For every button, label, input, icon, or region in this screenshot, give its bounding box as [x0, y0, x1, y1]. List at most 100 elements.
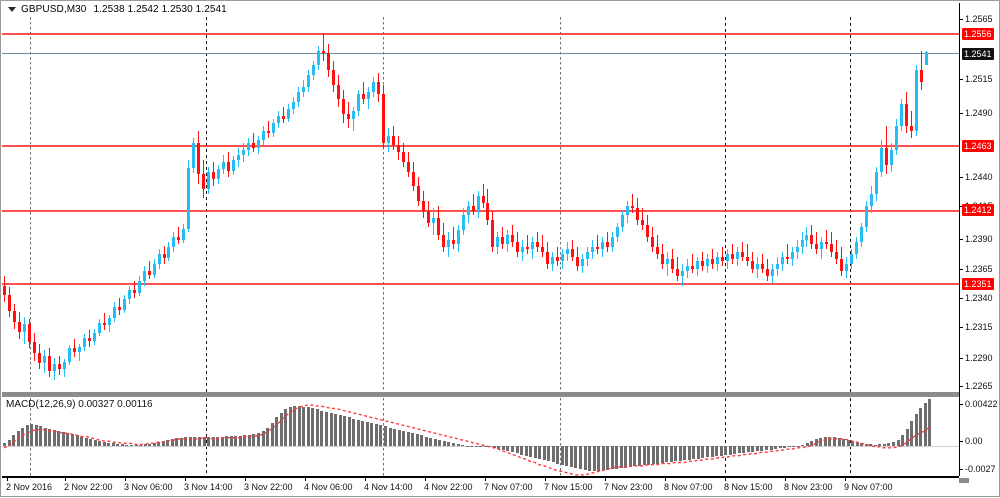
level-price-label[interactable]: 1.2412 — [962, 204, 994, 216]
macd-bar — [565, 445, 568, 466]
price-chart-pane[interactable] — [2, 17, 959, 392]
candle-body — [805, 234, 808, 240]
candle-body — [272, 123, 275, 134]
candle-body — [367, 92, 370, 100]
macd-bar — [153, 443, 156, 446]
macd-bar — [85, 437, 88, 446]
macd-bar — [638, 445, 641, 466]
macd-bar — [806, 443, 809, 446]
candle-body — [38, 353, 41, 363]
candle-body — [68, 348, 71, 362]
macd-bar — [525, 445, 528, 456]
macd-bar — [243, 435, 246, 446]
macd-bar — [493, 445, 496, 448]
candle-body — [895, 125, 898, 151]
candle-body — [83, 337, 86, 348]
pane-divider[interactable] — [2, 392, 959, 397]
level-line-1.2556[interactable] — [2, 33, 959, 35]
macd-bar — [670, 445, 673, 462]
candle-body — [257, 140, 260, 148]
macd-bar — [389, 427, 392, 446]
macd-bar — [711, 445, 714, 457]
macd-bar — [466, 445, 469, 447]
macd-bar — [352, 418, 355, 446]
candle-body — [412, 171, 415, 187]
candle-body — [681, 271, 684, 276]
macd-bar — [497, 445, 500, 449]
level-price-label[interactable]: 1.2351 — [962, 278, 994, 290]
macd-bar — [325, 411, 328, 446]
candle-body — [586, 251, 589, 259]
candle-body — [496, 237, 499, 247]
candle-body — [870, 193, 873, 206]
symbol-period-label[interactable]: GBPUSD,M30 — [21, 3, 87, 15]
macd-bar — [234, 435, 237, 446]
candle-wick — [816, 232, 817, 255]
macd-tick — [959, 469, 963, 470]
scale-corner-handle[interactable] — [959, 478, 969, 483]
grid-line — [850, 398, 851, 476]
macd-bar — [429, 437, 432, 446]
candle-wick — [79, 343, 80, 361]
candle-body — [337, 84, 340, 100]
macd-bar — [692, 445, 695, 460]
candle-body — [332, 70, 335, 85]
candle-body — [865, 205, 868, 228]
macd-bar — [647, 445, 650, 465]
macd-bar — [198, 436, 201, 446]
candle-body — [786, 256, 789, 259]
level-line-1.2351[interactable] — [2, 283, 959, 285]
macd-bar — [683, 445, 686, 461]
candle-body — [651, 237, 654, 247]
macd-bar — [788, 445, 791, 448]
candle-body — [486, 203, 489, 221]
macd-bar — [561, 445, 564, 465]
level-line-1.2412[interactable] — [2, 210, 959, 212]
price-tick — [959, 358, 963, 359]
candle-wick — [557, 246, 558, 267]
candle-body — [113, 307, 116, 319]
macd-bar — [620, 445, 623, 469]
macd-bar — [398, 429, 401, 446]
macd-bar — [552, 445, 555, 463]
current-price-label[interactable]: 1.2541 — [962, 48, 994, 60]
level-price-label[interactable]: 1.2556 — [962, 28, 994, 40]
time-tick — [425, 477, 426, 481]
time-tick — [245, 477, 246, 481]
level-price-label[interactable]: 1.2463 — [962, 140, 994, 152]
time-axis[interactable]: 2 Nov 2016 2 Nov 22:00 3 Nov 06:00 3 Nov 14… — [2, 477, 1000, 497]
macd-axis-label: 0.00422 — [965, 399, 998, 409]
candle-body — [63, 361, 66, 369]
macd-bar — [751, 445, 754, 452]
macd-bar — [584, 445, 587, 471]
macd-bar — [856, 442, 859, 446]
macd-bar — [207, 436, 210, 446]
grid-line — [383, 17, 384, 392]
candle-body — [167, 246, 170, 258]
candle-body — [262, 130, 265, 141]
price-axis-label: 1.2365 — [965, 264, 993, 274]
level-line-1.2463[interactable] — [2, 145, 959, 147]
current-price-line[interactable] — [2, 53, 959, 54]
macd-bar — [511, 445, 514, 453]
macd-indicator-pane[interactable]: MACD(12,26,9) 0.00327 0.00116 — [2, 398, 959, 476]
candle-wick — [921, 50, 922, 90]
candle-body — [427, 210, 430, 223]
ohlc-values: 1.2538 1.2542 1.2530 1.2541 — [93, 3, 227, 15]
macd-signal-path — [3, 404, 930, 476]
candle-body — [781, 256, 784, 264]
candle-body — [741, 251, 744, 257]
candle-body — [467, 205, 470, 216]
macd-bar — [652, 445, 655, 465]
candle-body — [581, 258, 584, 267]
price-tick — [959, 298, 963, 299]
price-axis[interactable]: 1.2565 1.2556 1.2541 1.2515 1.2490 1.2463 1.24… — [959, 1, 1000, 498]
macd-bar — [343, 416, 346, 446]
candle-wick — [149, 261, 150, 280]
macd-bar — [262, 430, 265, 446]
macd-bar — [348, 417, 351, 446]
macd-bar — [887, 443, 890, 446]
chevron-down-icon[interactable] — [7, 5, 16, 14]
candle-body — [103, 323, 106, 326]
